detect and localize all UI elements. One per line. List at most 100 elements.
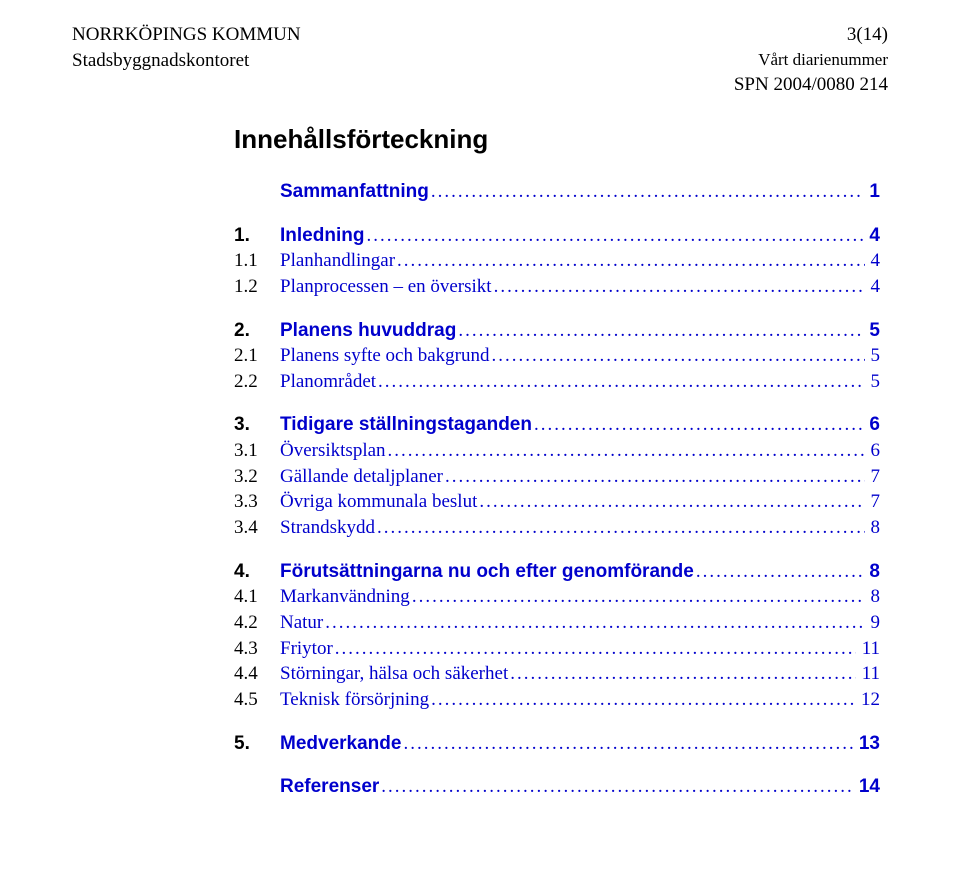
toc-entry-page: 5	[867, 369, 881, 395]
toc-entry-page: 11	[858, 636, 880, 662]
toc-leaders: ........................................…	[491, 343, 864, 369]
toc-entry-page: 9	[867, 610, 881, 636]
toc-entry-number: 3.3	[234, 489, 280, 515]
toc-entry-page: 4	[867, 274, 881, 300]
toc-leaders: ........................................…	[412, 584, 865, 610]
toc-leaders: ........................................…	[534, 412, 863, 438]
toc-row[interactable]: 3.2Gällande detaljplaner................…	[234, 464, 880, 490]
toc-title: Innehållsförteckning	[234, 124, 880, 155]
toc-entry-number: 3.	[234, 412, 280, 438]
toc-row[interactable]: 4.5Teknisk försörjning..................…	[234, 687, 880, 713]
toc-entry-label: Planområdet	[280, 369, 376, 395]
toc-row[interactable]: Referenser..............................…	[234, 774, 880, 800]
toc-row[interactable]: 1.2Planprocessen – en översikt..........…	[234, 274, 880, 300]
toc-entry-number: 4.5	[234, 687, 280, 713]
toc-row[interactable]: 3.Tidigare ställningstaganden...........…	[234, 412, 880, 438]
toc-entry-page: 4	[865, 223, 880, 249]
toc-entry-label: Inledning	[280, 223, 364, 249]
toc-row[interactable]: 5.Medverkande...........................…	[234, 731, 880, 757]
toc-leaders: ........................................…	[403, 731, 852, 757]
toc-gap	[234, 300, 880, 318]
toc-leaders: ........................................…	[458, 318, 863, 344]
toc-row[interactable]: 3.4Strandskydd..........................…	[234, 515, 880, 541]
toc-row[interactable]: 4.Förutsättningarna nu och efter genomfö…	[234, 559, 880, 585]
header-row: NORRKÖPINGS KOMMUN 3(14)	[72, 24, 888, 46]
toc-entry-number: 4.3	[234, 636, 280, 662]
toc-entry-page: 8	[867, 515, 881, 541]
toc-entry-label: Medverkande	[280, 731, 401, 757]
toc-entry-label: Strandskydd	[280, 515, 375, 541]
toc-entry-number: 4.4	[234, 661, 280, 687]
toc-entry-page: 4	[867, 248, 881, 274]
toc-gap	[234, 205, 880, 223]
toc-entry-number: 3.2	[234, 464, 280, 490]
toc-entry-number: 4.	[234, 559, 280, 585]
toc-entry-number: 2.	[234, 318, 280, 344]
toc-leaders: ........................................…	[510, 661, 855, 687]
reference-label: Vårt diarienummer	[758, 50, 888, 70]
toc-entry-number: 4.1	[234, 584, 280, 610]
toc-entry-label: Markanvändning	[280, 584, 410, 610]
page: NORRKÖPINGS KOMMUN 3(14) Stadsbyggnadsko…	[0, 0, 960, 840]
toc-entry-label: Störningar, hälsa och säkerhet	[280, 661, 508, 687]
toc-leaders: ........................................…	[479, 489, 864, 515]
toc-entry-page: 5	[867, 343, 881, 369]
toc-row[interactable]: Sammanfattning..........................…	[234, 179, 880, 205]
toc-entry-label: Referenser	[280, 774, 379, 800]
sub-header-row: Stadsbyggnadskontoret Vårt diarienummer	[72, 50, 888, 72]
toc-entry-label: Tidigare ställningstaganden	[280, 412, 532, 438]
toc-entry-page: 5	[865, 318, 880, 344]
toc-entry-page: 1	[865, 179, 880, 205]
toc-leaders: ........................................…	[431, 687, 855, 713]
toc-entry-page: 8	[867, 584, 881, 610]
toc-entry-number: 3.4	[234, 515, 280, 541]
toc-row[interactable]: 4.1Markanvändning.......................…	[234, 584, 880, 610]
toc-leaders: ........................................…	[325, 610, 864, 636]
toc-entry-label: Planens huvuddrag	[280, 318, 456, 344]
toc-entry-page: 14	[855, 774, 880, 800]
toc-row[interactable]: 3.1Översiktsplan........................…	[234, 438, 880, 464]
toc-row[interactable]: 2.2Planområdet..........................…	[234, 369, 880, 395]
toc-leaders: ........................................…	[378, 369, 864, 395]
toc-row[interactable]: 3.3Övriga kommunala beslut..............…	[234, 489, 880, 515]
toc-entry-label: Förutsättningarna nu och efter genomföra…	[280, 559, 694, 585]
content-area: Innehållsförteckning Sammanfattning.....…	[72, 124, 888, 800]
toc-leaders: ........................................…	[445, 464, 864, 490]
toc-entry-number: 1.	[234, 223, 280, 249]
toc-leaders: ........................................…	[377, 515, 865, 541]
toc-entry-label: Planens syfte och bakgrund	[280, 343, 489, 369]
toc-row[interactable]: 4.3Friytor..............................…	[234, 636, 880, 662]
toc-entry-page: 6	[865, 412, 880, 438]
toc-entry-page: 6	[867, 438, 881, 464]
toc-gap	[234, 713, 880, 731]
toc-leaders: ........................................…	[397, 248, 864, 274]
toc-entry-page: 12	[857, 687, 880, 713]
toc-entry-number: 5.	[234, 731, 280, 757]
toc-row[interactable]: 2.Planens huvuddrag.....................…	[234, 318, 880, 344]
toc-entry-number: 1.2	[234, 274, 280, 300]
toc-row[interactable]: 4.4Störningar, hälsa och säkerhet.......…	[234, 661, 880, 687]
toc-entry-page: 7	[867, 464, 881, 490]
toc-entry-number: 3.1	[234, 438, 280, 464]
toc-row[interactable]: 1.Inledning.............................…	[234, 223, 880, 249]
toc-entry-label: Planhandlingar	[280, 248, 395, 274]
toc-leaders: ........................................…	[494, 274, 865, 300]
toc-entry-number: 2.1	[234, 343, 280, 369]
toc-entry-label: Friytor	[280, 636, 333, 662]
toc-row[interactable]: 4.2Natur................................…	[234, 610, 880, 636]
toc-row[interactable]: 1.1Planhandlingar.......................…	[234, 248, 880, 274]
toc-entry-label: Gällande detaljplaner	[280, 464, 443, 490]
toc-entry-label: Sammanfattning	[280, 179, 429, 205]
toc-row[interactable]: 2.1Planens syfte och bakgrund...........…	[234, 343, 880, 369]
toc-gap	[234, 541, 880, 559]
toc-entry-page: 11	[858, 661, 880, 687]
page-number: 3(14)	[847, 24, 888, 46]
reference-value: SPN 2004/0080 214	[72, 74, 888, 96]
toc-entry-label: Översiktsplan	[280, 438, 386, 464]
toc-leaders: ........................................…	[381, 774, 853, 800]
department: Stadsbyggnadskontoret	[72, 50, 249, 72]
toc-gap	[234, 756, 880, 774]
toc-entry-label: Planprocessen – en översikt	[280, 274, 492, 300]
toc-entry-number: 4.2	[234, 610, 280, 636]
table-of-contents: Sammanfattning..........................…	[234, 179, 880, 800]
